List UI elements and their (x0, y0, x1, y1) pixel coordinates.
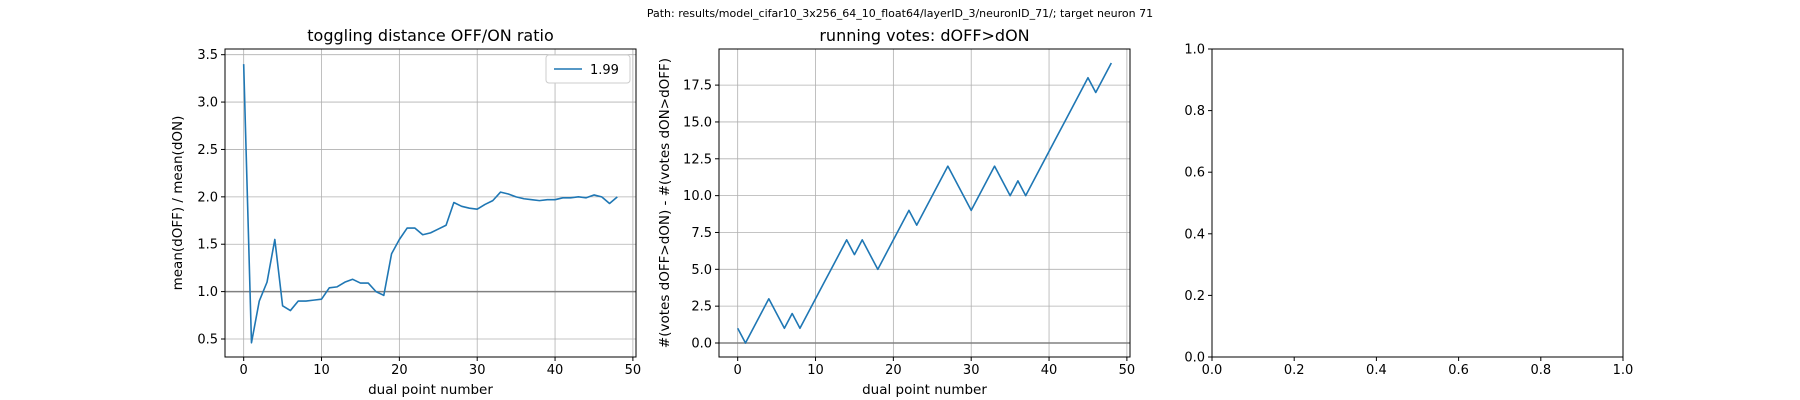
chart2-x-tick-label: 20 (885, 363, 902, 378)
chart2-x-tick-label: 10 (807, 363, 824, 378)
chart1-y-tick-label: 2.5 (197, 143, 218, 158)
chart2-x-tick-label: 30 (963, 363, 980, 378)
chart2-y-tick-label: 5.0 (691, 263, 712, 278)
chart3-y-tick-label: 0.6 (1184, 166, 1205, 181)
chart1-x-tick-label: 10 (313, 363, 330, 378)
chart2-y-tick-label: 17.5 (683, 79, 712, 94)
chart3-x-tick-label: 0.2 (1284, 363, 1305, 378)
chart3-x-tick-label: 0.0 (1202, 363, 1223, 378)
chart2-y-tick-label: 2.5 (691, 300, 712, 315)
chart1-y-tick-label: 3.5 (197, 48, 218, 63)
chart1-y-axis-label: mean(dOFF) / mean(dON) (170, 116, 186, 291)
chart2-title: running votes: dOFF>dON (819, 26, 1029, 45)
chart3-y-tick-label: 0.2 (1184, 289, 1205, 304)
chart3-y-tick-label: 0.0 (1184, 351, 1205, 366)
chart2-x-tick-label: 0 (734, 363, 742, 378)
chart1-x-tick-label: 30 (469, 363, 486, 378)
chart1-y-tick-label: 0.5 (197, 332, 218, 347)
chart2-y-tick-label: 15.0 (683, 115, 712, 130)
chart1-series-line-1 (242, 64, 618, 344)
chart2-axes-frame (718, 48, 1131, 358)
chart1-legend-label: 1.99 (590, 63, 619, 78)
chart3-y-tick-label: 0.8 (1184, 104, 1205, 119)
chart3-x-tick-label: 0.6 (1448, 363, 1469, 378)
chart1-x-tick-label: 40 (547, 363, 564, 378)
chart2-series-line-1 (736, 62, 1113, 344)
chart1-x-tick-label: 0 (240, 363, 248, 378)
chart2-x-tick-label: 40 (1041, 363, 1058, 378)
chart3-x-tick-label: 1.0 (1613, 363, 1634, 378)
figure-suptitle: Path: results/model_cifar10_3x256_64_10_… (646, 7, 1154, 20)
chart1-x-axis-label: dual point number (368, 382, 493, 398)
chart3-y-tick-label: 0.4 (1184, 227, 1205, 242)
chart2-y-tick-label: 7.5 (691, 226, 712, 241)
chart2-x-axis-label: dual point number (862, 382, 987, 398)
chart2-y-axis-label: #(votes dOFF>dON) - #(votes dON>dOFF) (657, 58, 673, 348)
chart2-x-tick-label: 50 (1119, 363, 1136, 378)
chart1-legend-box (545, 54, 631, 84)
chart3-x-tick-label: 0.4 (1366, 363, 1387, 378)
chart1-y-tick-label: 2.0 (197, 190, 218, 205)
chart2-y-tick-label: 10.0 (683, 189, 712, 204)
chart1-x-tick-label: 20 (391, 363, 408, 378)
chart3-y-tick-label: 1.0 (1184, 43, 1205, 58)
chart1-y-tick-label: 1.0 (197, 285, 218, 300)
chart1-x-tick-label: 50 (625, 363, 642, 378)
chart2-y-tick-label: 12.5 (683, 152, 712, 167)
chart3-axes-frame (1211, 48, 1624, 358)
chart1-y-tick-label: 1.5 (197, 238, 218, 253)
chart1-title: toggling distance OFF/ON ratio (307, 26, 553, 45)
chart3-x-tick-label: 0.8 (1530, 363, 1551, 378)
chart2-y-tick-label: 0.0 (691, 337, 712, 352)
chart1-axes-frame (224, 48, 637, 358)
chart1-y-tick-label: 3.0 (197, 96, 218, 111)
